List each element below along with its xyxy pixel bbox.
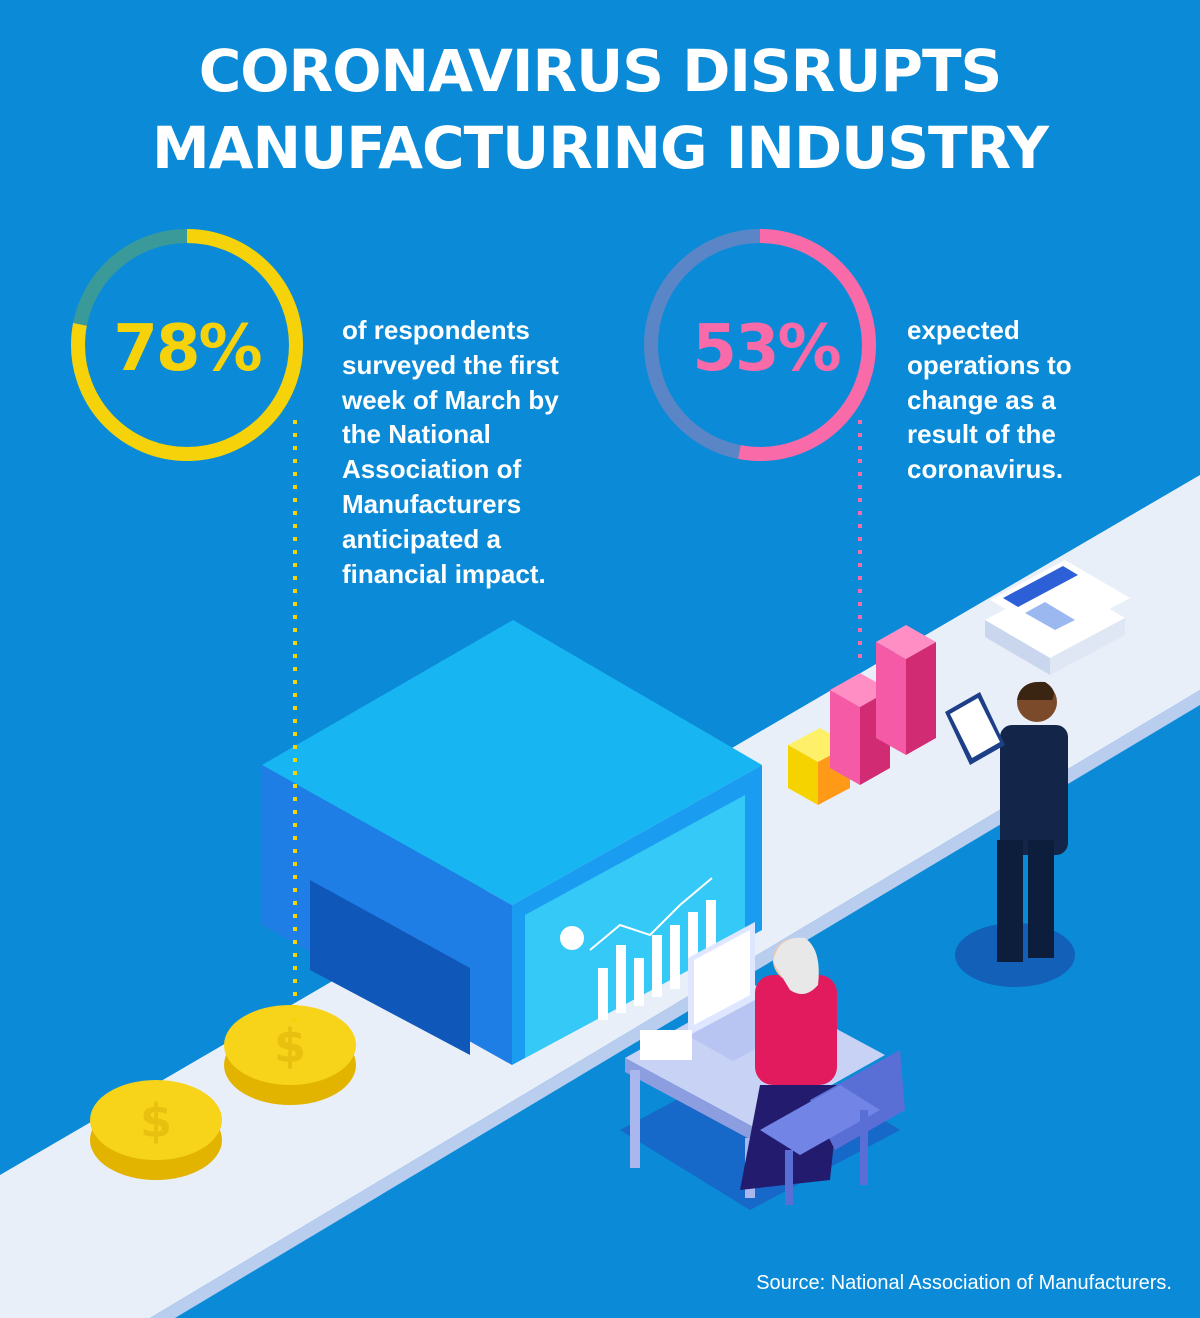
machine-screen	[525, 795, 745, 1058]
description-line: of respondents	[342, 315, 530, 345]
stat-value-53: 53%	[692, 312, 841, 386]
description-line: Association of	[342, 454, 522, 485]
description-line: week of March by	[342, 384, 559, 415]
description-line: change as a	[907, 384, 1056, 415]
machine-block	[262, 620, 762, 1065]
description-line: Manufacturers	[342, 488, 522, 519]
printer	[640, 1030, 692, 1060]
stat-value-78: 78%	[113, 312, 262, 386]
progress-ring-53	[644, 229, 876, 461]
progress-ring-78	[71, 229, 303, 461]
bar-blocks	[788, 625, 936, 805]
coin-icon: $	[90, 1080, 222, 1180]
title-line-1: CORONAVIRUS DISRUPTS	[198, 37, 1003, 105]
source-note: Source: National Association of Manufact…	[756, 1272, 1172, 1294]
screen-bars	[598, 900, 716, 1020]
svg-text:$: $	[140, 1094, 172, 1148]
description-line: the National	[342, 419, 491, 450]
document-stack	[985, 560, 1130, 675]
description-line: coronavirus.	[907, 454, 1064, 485]
coin-icon: $	[224, 1005, 356, 1105]
stat-description-2: expected operations to change as a resul…	[907, 313, 1072, 487]
desk-scene	[620, 922, 905, 1210]
title-line-2: MANUFACTURING INDUSTRY	[151, 114, 1049, 182]
description-line: expected	[907, 315, 1020, 345]
stat-description-1: of respondents surveyed the first week o…	[342, 313, 559, 591]
description-line: result of the	[907, 419, 1056, 450]
description-line: financial impact.	[342, 558, 546, 589]
pie-icon	[560, 926, 584, 950]
description-line: operations to	[907, 349, 1072, 380]
person-standing	[945, 681, 1075, 987]
description-line: surveyed the first	[342, 349, 559, 380]
description-line: anticipated a	[342, 523, 501, 554]
svg-text:$: $	[274, 1019, 306, 1073]
